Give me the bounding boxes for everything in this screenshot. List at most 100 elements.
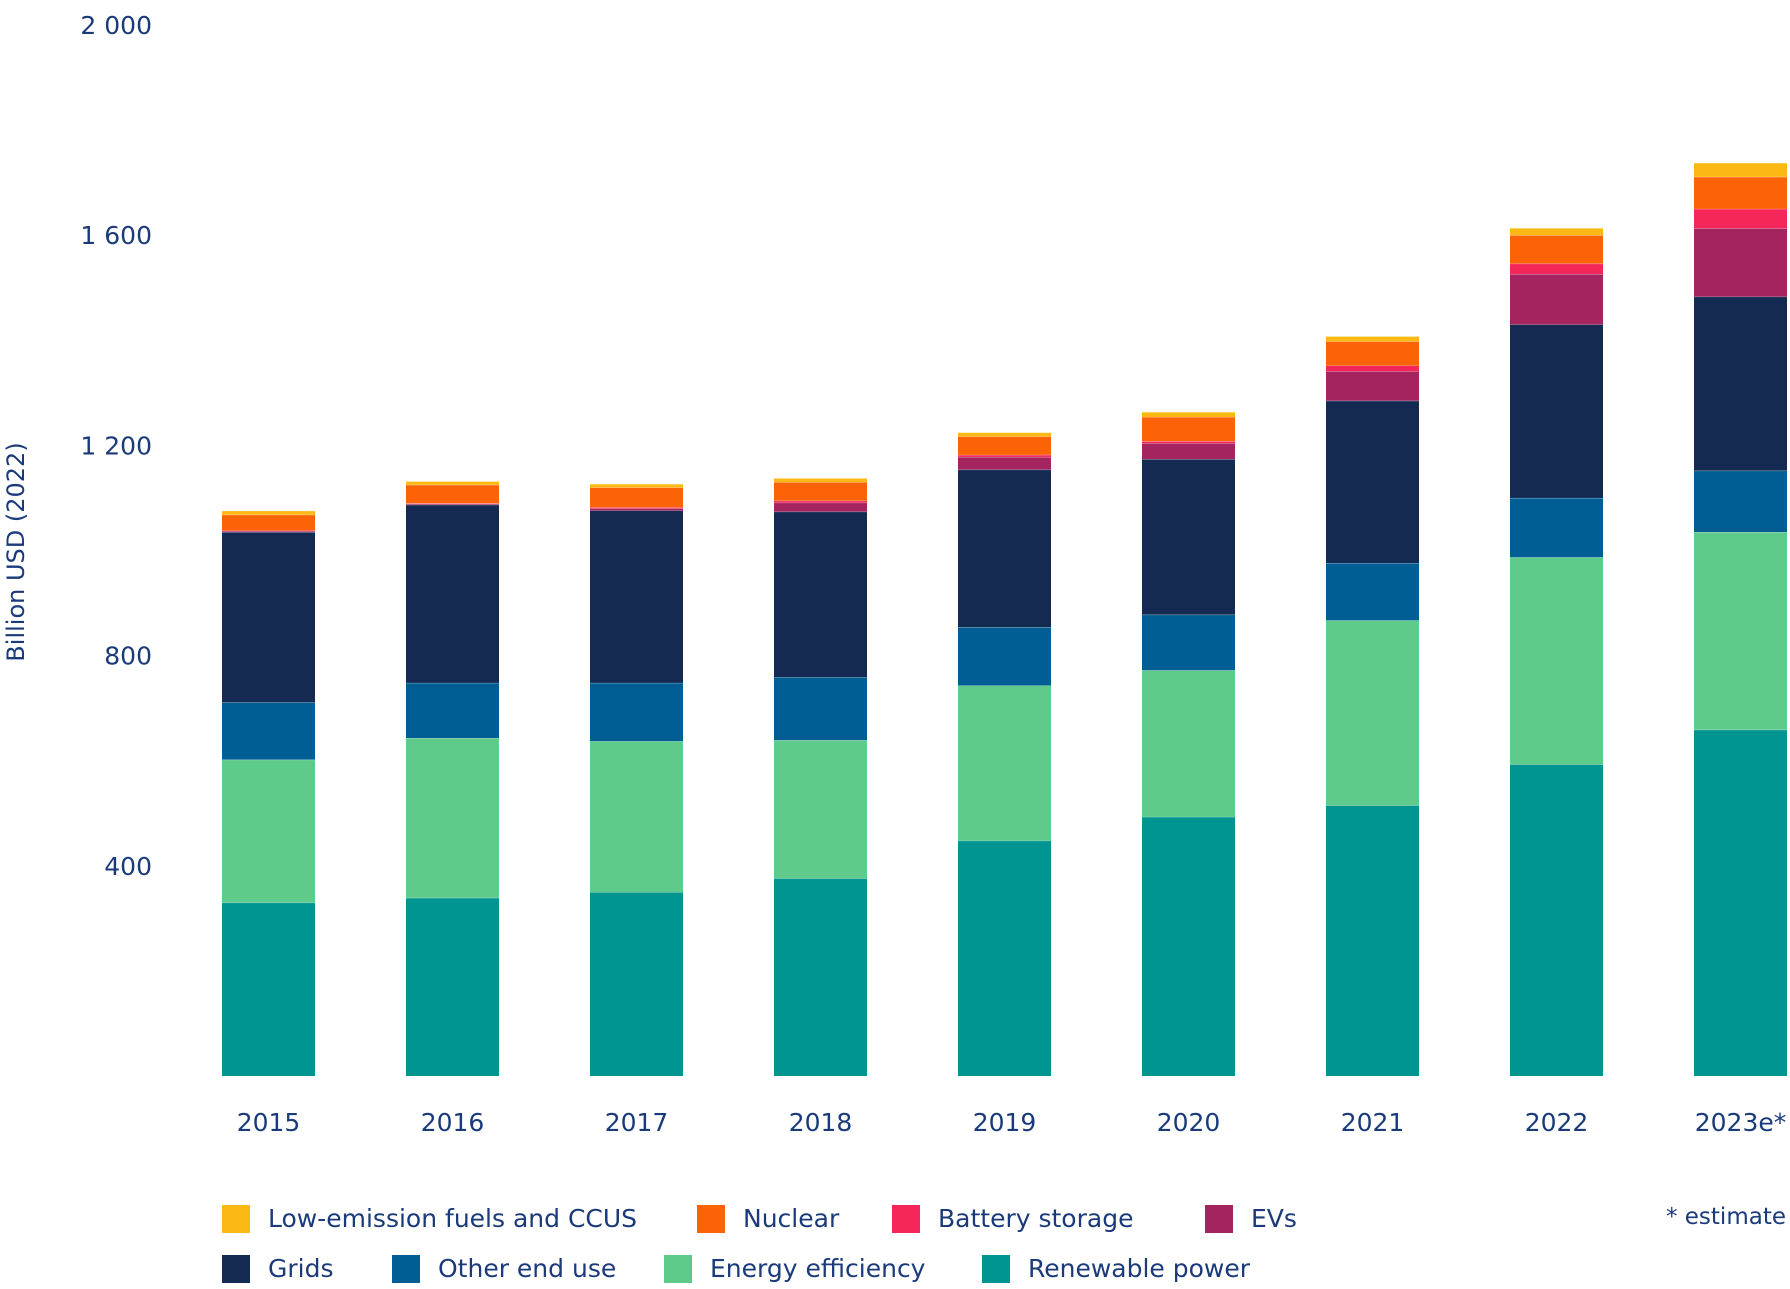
bar-segment: [222, 531, 315, 533]
bar-segment: [1694, 729, 1787, 1076]
bar-segment: [1694, 470, 1787, 533]
bar-segment: [1142, 816, 1235, 1076]
bar-segment: [1142, 412, 1235, 418]
legend-item: Renewable power: [982, 1254, 1250, 1283]
bar-segment: [1142, 443, 1235, 460]
bar-segment: [1510, 228, 1603, 236]
bar-segment: [406, 481, 499, 485]
bar-segment: [774, 478, 867, 483]
bar-segment: [1326, 371, 1419, 401]
legend-swatch: [222, 1204, 250, 1233]
x-tick-label: 2020: [1157, 1108, 1221, 1137]
bar-segment: [774, 878, 867, 1076]
legend-label: EVs: [1251, 1204, 1297, 1233]
bar-segment: [406, 503, 499, 505]
bar-segment: [774, 511, 867, 678]
y-tick-label: 2 000: [80, 11, 152, 40]
legend-swatch: [222, 1254, 250, 1283]
legend-label: Renewable power: [1028, 1254, 1251, 1283]
y-axis-label: Billion USD (2022): [2, 442, 30, 661]
bar-segment: [406, 504, 499, 683]
bar-segment: [590, 487, 683, 508]
x-tick-label: 2018: [789, 1108, 853, 1137]
bar-segment: [1326, 365, 1419, 372]
bar-segment: [222, 759, 315, 903]
x-tick-label: 2022: [1525, 1108, 1589, 1137]
bar-segment: [774, 502, 867, 512]
bar-segment: [590, 510, 683, 683]
bar-segment: [958, 456, 1051, 470]
x-tick-label: 2023e*: [1695, 1108, 1787, 1137]
bar-segment: [1142, 614, 1235, 671]
legend-label: Battery storage: [938, 1204, 1134, 1233]
bar-segment: [1142, 459, 1235, 615]
bar-segment: [774, 482, 867, 501]
bar-segment: [1326, 341, 1419, 366]
y-tick-label: 1 200: [80, 431, 152, 460]
bar-segment: [1142, 441, 1235, 444]
x-tick-label: 2021: [1341, 1108, 1405, 1137]
x-tick-label: 2017: [605, 1108, 669, 1137]
bar-segment: [958, 685, 1051, 841]
bar-segment: [406, 484, 499, 504]
bar-segment: [958, 432, 1051, 437]
bar-segment: [222, 514, 315, 531]
legend-swatch: [664, 1254, 692, 1283]
bar-segment: [1326, 620, 1419, 806]
y-tick-label: 800: [104, 642, 152, 671]
bar-segment: [958, 454, 1051, 457]
bar-segment: [590, 484, 683, 488]
bar-segment: [1694, 296, 1787, 471]
legend-swatch: [892, 1204, 920, 1233]
legend-item: Low-emission fuels and CCUS: [222, 1204, 637, 1233]
bar-segment: [1694, 532, 1787, 730]
bar-segment: [1510, 557, 1603, 765]
bar-segment: [1694, 208, 1787, 229]
legend-swatch: [392, 1254, 420, 1283]
bar-segment: [222, 902, 315, 1076]
bar-segment: [222, 702, 315, 760]
legend-label: Other end use: [438, 1254, 617, 1283]
legend-item: Energy efficiency: [664, 1254, 925, 1283]
bar-segment: [1142, 670, 1235, 817]
bar-segment: [774, 500, 867, 503]
bar-segment: [1326, 400, 1419, 564]
legend-label: Nuclear: [743, 1204, 840, 1233]
legend-swatch: [1205, 1204, 1233, 1233]
bar-segment: [1142, 417, 1235, 442]
bar-segment: [958, 469, 1051, 628]
legend-item: Grids: [222, 1254, 334, 1283]
x-tick-label: 2015: [237, 1108, 301, 1137]
bar-segment: [958, 627, 1051, 686]
legend-item: Battery storage: [892, 1204, 1133, 1233]
bar-segment: [1510, 324, 1603, 498]
bar-segment: [1326, 563, 1419, 621]
bar-segment: [1326, 805, 1419, 1076]
bar-segment: [406, 682, 499, 739]
bar-segment: [406, 738, 499, 898]
bar-segment: [1694, 163, 1787, 177]
legend-item: Other end use: [392, 1254, 616, 1283]
bar-segment: [1326, 336, 1419, 342]
bar-segment: [590, 892, 683, 1076]
legend-label: Grids: [268, 1254, 334, 1283]
bar-segment: [774, 740, 867, 879]
legend-swatch: [697, 1204, 725, 1233]
y-tick-label: 1 600: [80, 221, 152, 250]
plot-area: Billion USD (2022) 400 800 1 200 1 600 2 000…: [2, 11, 1787, 1137]
bar-segment: [222, 532, 315, 703]
bar-segment: [222, 511, 315, 515]
bar-segment: [1694, 176, 1787, 209]
bar-segment: [1510, 764, 1603, 1076]
legend-item: EVs: [1205, 1204, 1297, 1233]
estimate-note: * estimate: [1665, 1204, 1786, 1230]
bar-segment: [958, 436, 1051, 455]
bar-segment: [1510, 263, 1603, 275]
bar-segment: [958, 840, 1051, 1076]
bar-segment: [590, 507, 683, 509]
x-tick-label: 2019: [973, 1108, 1037, 1137]
bar-segment: [1510, 497, 1603, 558]
legend-swatch: [982, 1254, 1010, 1283]
bar-segment: [590, 741, 683, 893]
